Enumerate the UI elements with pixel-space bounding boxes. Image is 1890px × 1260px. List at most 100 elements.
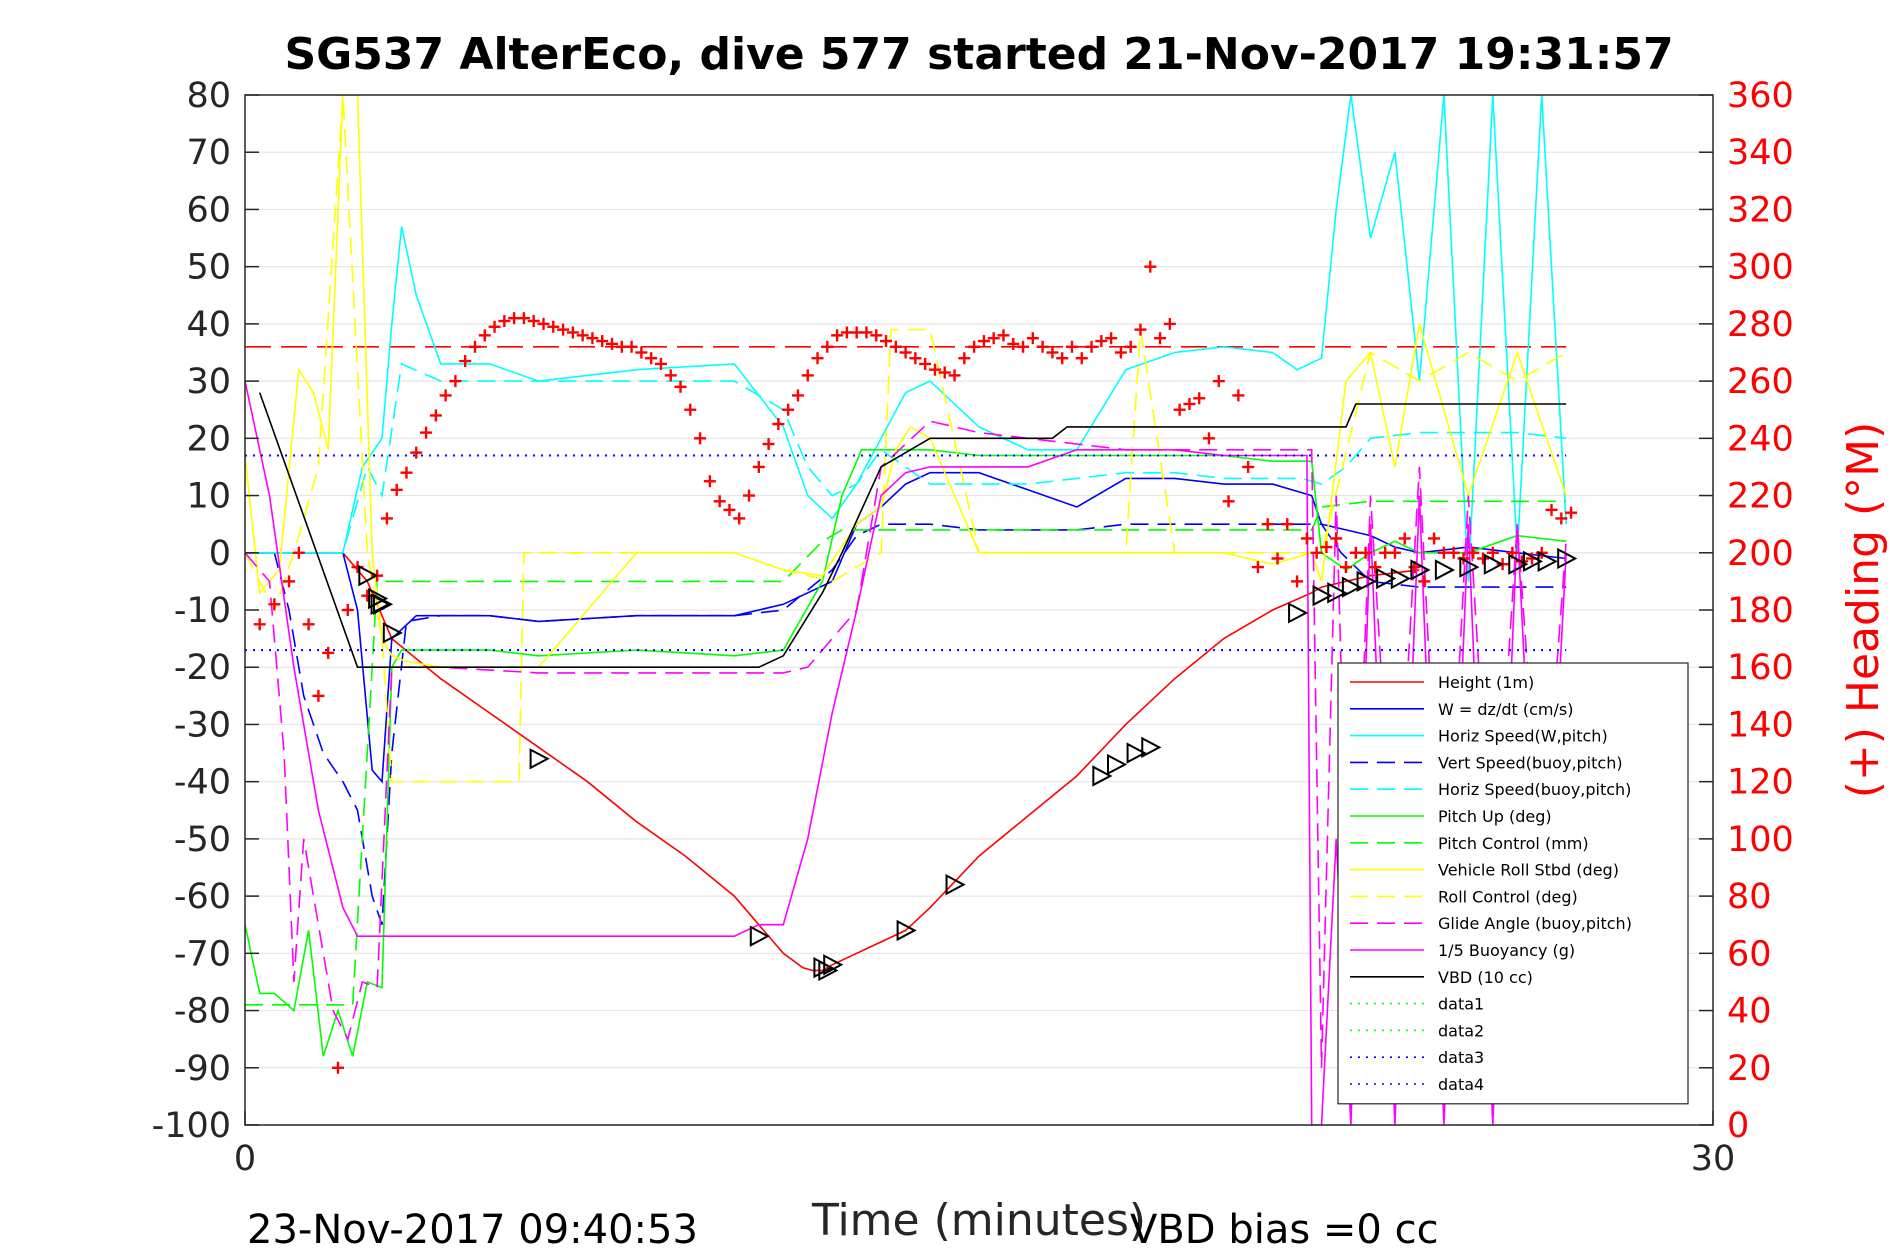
triangle-marker — [1483, 553, 1504, 575]
heading-point — [723, 503, 736, 516]
left-tick-label: -50 — [174, 820, 231, 860]
heading-point — [468, 340, 481, 353]
heading-point — [1212, 375, 1225, 388]
right-tick-label: 260 — [1727, 362, 1794, 402]
legend-entry: Roll Control (deg) — [1350, 887, 1578, 906]
heading-point — [821, 340, 834, 353]
heading-point — [312, 689, 325, 702]
triangle-marker — [382, 622, 403, 644]
right-tick-label: 200 — [1727, 534, 1794, 574]
legend-entry: VBD (10 cc) — [1350, 968, 1533, 987]
heading-point — [801, 369, 814, 382]
left-tick-label: -20 — [174, 648, 231, 688]
heading-point — [654, 357, 667, 370]
heading-point — [1105, 332, 1118, 345]
heading-point — [1281, 518, 1294, 531]
chart-title: SG537 AlterEco, dive 577 started 21-Nov-… — [284, 29, 1673, 80]
legend-label: Roll Control (deg) — [1438, 887, 1578, 906]
legend-label: data4 — [1438, 1075, 1484, 1094]
triangle-marker — [1107, 753, 1128, 776]
triangle-marker — [1327, 582, 1348, 604]
heading-point — [919, 357, 932, 370]
heading-point — [1046, 346, 1059, 359]
heading-point — [586, 332, 599, 345]
heading-point — [322, 646, 335, 659]
series-height — [245, 551, 1420, 972]
heading-point — [1418, 575, 1431, 588]
heading-point — [537, 317, 550, 330]
heading-point — [292, 546, 305, 559]
heading-point — [390, 483, 403, 496]
series-vbd — [258, 392, 1567, 669]
triangle-marker — [1092, 765, 1113, 787]
heading-point — [948, 369, 961, 382]
heading-point — [1095, 335, 1108, 348]
heading-point — [478, 329, 491, 342]
legend-label: data3 — [1438, 1048, 1484, 1067]
legend-label: Vert Speed(buoy,pitch) — [1438, 753, 1623, 772]
heading-point — [811, 352, 824, 365]
left-tick-label: 70 — [186, 133, 231, 173]
heading-point — [1545, 503, 1558, 516]
triangle-marker — [896, 919, 917, 942]
right-tick-label: 360 — [1727, 76, 1794, 116]
heading-point — [1124, 340, 1137, 353]
heading-point — [880, 335, 893, 348]
legend-entry: Horiz Speed(buoy,pitch) — [1350, 780, 1631, 799]
legend-entry: Pitch Control (mm) — [1350, 834, 1589, 853]
heading-point — [831, 329, 844, 342]
triangle-marker — [1376, 567, 1397, 590]
x-tick-label: 0 — [234, 1139, 256, 1179]
heading-point — [860, 326, 873, 339]
right-tick-label: 240 — [1727, 419, 1794, 459]
heading-point — [410, 446, 423, 459]
triangle-marker — [823, 954, 844, 976]
triangle-marker — [1459, 556, 1480, 578]
heading-point — [1428, 532, 1441, 545]
right-tick-label: 300 — [1727, 248, 1794, 288]
triangle-marker — [1341, 576, 1363, 598]
heading-point — [1193, 392, 1206, 405]
heading-point — [429, 409, 442, 422]
heading-point — [782, 403, 795, 416]
legend-label: Glide Angle (buoy,pitch) — [1438, 914, 1632, 933]
left-tick-label: -60 — [174, 877, 231, 917]
right-tick-label: 40 — [1727, 992, 1772, 1032]
left-tick-label: 50 — [186, 248, 231, 288]
heading-point — [1467, 546, 1480, 559]
left-tick-label: 30 — [186, 362, 231, 402]
heading-point — [1320, 541, 1333, 554]
heading-point — [1369, 561, 1382, 574]
heading-point — [576, 329, 589, 342]
heading-point — [870, 329, 883, 342]
heading-point — [302, 618, 315, 631]
heading-point — [459, 355, 472, 368]
axis-layer: 80706050403020100-10-20-30-40-50-60-70-8… — [152, 76, 1794, 1179]
heading-point — [997, 329, 1010, 342]
legend-label: Horiz Speed(buoy,pitch) — [1438, 780, 1631, 799]
heading-point — [664, 369, 677, 382]
heading-point — [596, 335, 609, 348]
heading-point — [420, 426, 433, 439]
heading-point — [1075, 352, 1088, 365]
triangle-marker — [529, 748, 550, 770]
heading-point — [752, 460, 765, 473]
heading-point — [283, 575, 296, 588]
right-tick-label: 60 — [1727, 934, 1772, 974]
heading-point — [1154, 332, 1167, 345]
heading-point — [1251, 561, 1264, 574]
triangle-marker — [1557, 547, 1578, 570]
triangle-marker — [1390, 567, 1411, 590]
legend: Height (1m) W = dz/dt (cm/s) Horiz Speed(W… — [1337, 662, 1689, 1105]
series-pitch_ctrl — [245, 500, 1567, 1006]
heading-point — [1114, 346, 1127, 359]
left-tick-label: 40 — [186, 305, 231, 345]
heading-point — [1398, 532, 1411, 545]
triangle-marker — [358, 565, 379, 587]
heading-point — [928, 363, 941, 376]
legend-label: Pitch Up (deg) — [1438, 807, 1552, 826]
legend-entry: Vert Speed(buoy,pitch) — [1350, 753, 1623, 772]
legend-entry: W = dz/dt (cm/s) — [1350, 700, 1573, 719]
triangle-marker — [1522, 550, 1544, 573]
